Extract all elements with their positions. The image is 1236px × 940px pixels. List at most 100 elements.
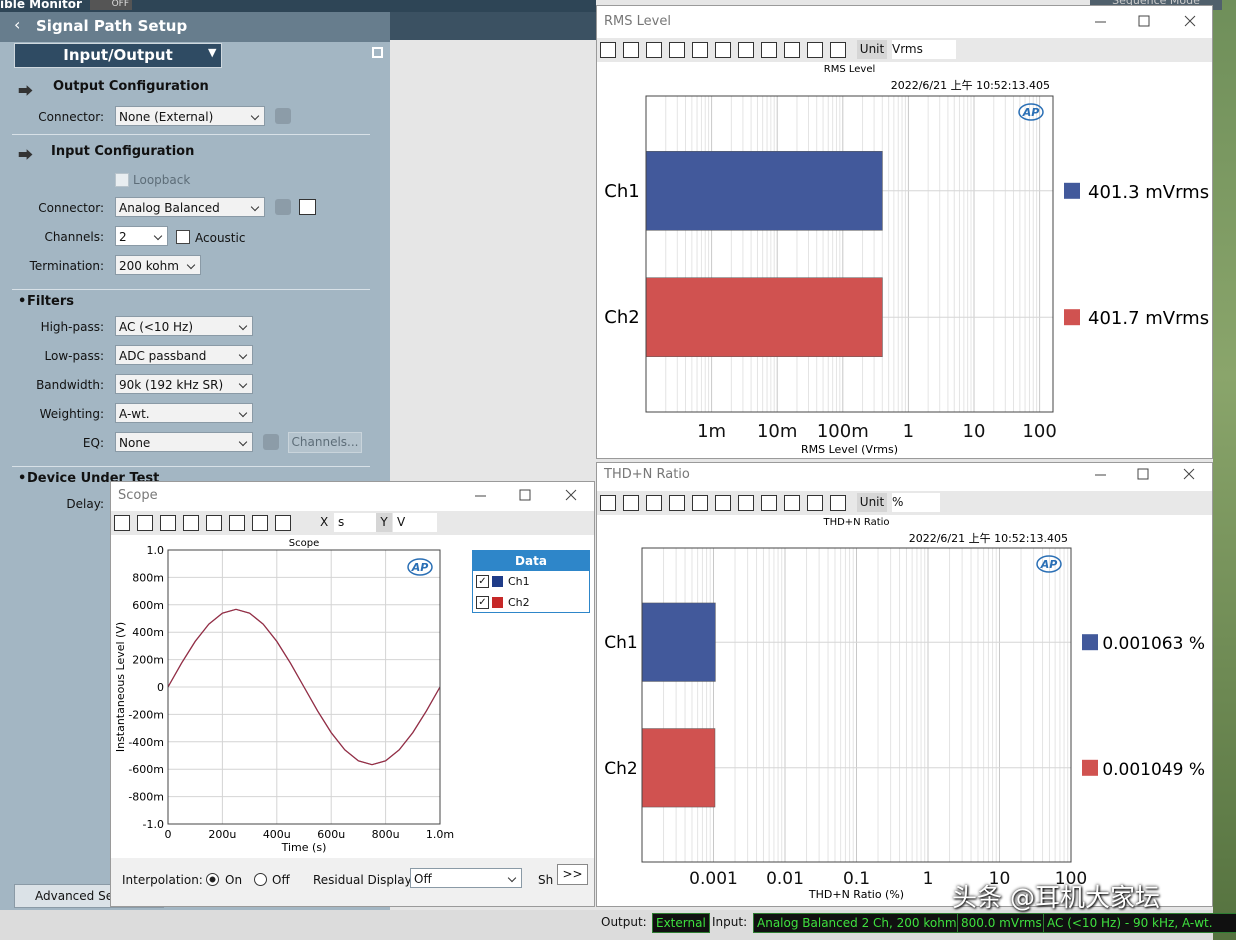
- window-controls[interactable]: [1092, 467, 1202, 483]
- bar: [645, 151, 883, 231]
- button[interactable]: Channels...: [288, 432, 362, 453]
- unit-select[interactable]: s: [334, 513, 378, 532]
- toolbar-icon[interactable]: [830, 495, 846, 511]
- toolbar-icon[interactable]: [784, 495, 800, 511]
- toolbar-icon[interactable]: [646, 495, 662, 511]
- scope-chart: 0 200u 400u 600u 800u 1.0m 1.0 800m 600m 400m 200m…: [114, 538, 454, 854]
- x-tick-label: 0.1: [843, 869, 870, 889]
- toolbar-icon[interactable]: [738, 42, 754, 58]
- chart-subtitle: 2022/6/21 上午 10:52:13.405: [909, 532, 1068, 545]
- toolbar-icon[interactable]: [692, 42, 708, 58]
- unit-select[interactable]: %: [892, 493, 940, 512]
- status-label: Output:: [601, 915, 647, 929]
- y-tick-label: 1.0: [147, 544, 165, 557]
- toolbar-icon[interactable]: [784, 42, 800, 58]
- status-value: Analog Balanced 2 Ch, 200 kohm: [753, 913, 961, 933]
- toolbar-icon[interactable]: [715, 495, 731, 511]
- logo-ring: [407, 558, 433, 576]
- dropdown[interactable]: Off: [410, 868, 522, 888]
- bar: [645, 277, 883, 357]
- toolbar-icon[interactable]: [160, 515, 176, 531]
- toolbar-icon[interactable]: [114, 515, 130, 531]
- x-axis-label: Time (s): [281, 841, 327, 854]
- section-heading: Input Configuration: [51, 144, 195, 159]
- unit-button[interactable]: Unit: [857, 493, 887, 512]
- toolbar-icon[interactable]: [183, 515, 199, 531]
- dropdown[interactable]: 200 kohm: [115, 255, 201, 275]
- toolbar-icon[interactable]: [807, 495, 823, 511]
- legend-label: Ch1: [508, 575, 530, 588]
- settings-button[interactable]: [275, 199, 291, 215]
- toolbar-icon[interactable]: [646, 42, 662, 58]
- thd-chart: 0.001 0.01 0.1 1 10 100 Ch1 0.001063 % Ch2 0.0010…: [604, 517, 1205, 901]
- toolbar-icon[interactable]: [738, 495, 754, 511]
- toolbar-icon[interactable]: [137, 515, 153, 531]
- toolbar-icon[interactable]: [623, 495, 639, 511]
- axis-button[interactable]: Y: [376, 513, 392, 532]
- field-label: Bandwidth:: [36, 378, 104, 392]
- toolbar-icon[interactable]: [761, 495, 777, 511]
- toolbar-icon[interactable]: [669, 42, 685, 58]
- settings-button[interactable]: [275, 108, 291, 124]
- toolbar-icon[interactable]: [600, 42, 616, 58]
- checkbox[interactable]: [176, 230, 190, 244]
- axis-button[interactable]: X: [320, 515, 329, 529]
- selector-arrow: ▼: [208, 46, 217, 59]
- x-tick-label: 800u: [372, 828, 400, 841]
- plot-border: [167, 549, 441, 825]
- list-button[interactable]: [299, 199, 316, 215]
- plot-border: [641, 547, 1072, 863]
- dropdown[interactable]: ADC passband: [115, 345, 253, 365]
- toolbar-icon[interactable]: [623, 42, 639, 58]
- radio[interactable]: [206, 873, 219, 886]
- toolbar-icon[interactable]: [275, 515, 291, 531]
- settings-button[interactable]: [263, 434, 279, 450]
- toolbar-icon[interactable]: [669, 495, 685, 511]
- toolbar-icon[interactable]: [600, 495, 616, 511]
- toolbar-icon[interactable]: [761, 42, 777, 58]
- dropdown[interactable]: 90k (192 kHz SR): [115, 374, 253, 394]
- x-tick-label: 100m: [817, 421, 869, 442]
- output-icon: ⮕: [18, 82, 34, 100]
- pop-out[interactable]: [372, 47, 383, 58]
- dropdown[interactable]: None (External): [115, 106, 265, 126]
- field-label: High-pass:: [40, 320, 104, 334]
- dropdown[interactable]: AC (<10 Hz): [115, 316, 253, 336]
- radio[interactable]: [254, 873, 267, 886]
- y-tick-label: -200m: [128, 708, 164, 721]
- dropdown[interactable]: A-wt.: [115, 403, 253, 423]
- toolbar-icon[interactable]: [692, 495, 708, 511]
- toolbar-icon[interactable]: [715, 42, 731, 58]
- toolbar-icon[interactable]: [807, 42, 823, 58]
- window-controls[interactable]: [1092, 14, 1202, 30]
- back-arrow[interactable]: ‹: [14, 15, 21, 34]
- page-selector[interactable]: Input/Output: [14, 43, 222, 68]
- unit-select[interactable]: V: [393, 513, 437, 532]
- legend-checkbox[interactable]: ✓: [476, 575, 489, 588]
- plot-frame: [646, 96, 1053, 412]
- legend-checkbox[interactable]: ✓: [476, 596, 489, 609]
- window-controls[interactable]: [472, 488, 582, 504]
- toolbar-icon[interactable]: [229, 515, 245, 531]
- unit-select[interactable]: Vrms: [892, 40, 956, 59]
- toolbar-icon[interactable]: [206, 515, 222, 531]
- category-label: Ch2: [604, 759, 637, 779]
- spin-box[interactable]: 2: [115, 226, 168, 246]
- toolbar-icon[interactable]: [830, 42, 846, 58]
- status-value: External: [652, 913, 710, 933]
- dropdown[interactable]: None: [115, 432, 253, 452]
- unit-button[interactable]: Unit: [857, 40, 887, 59]
- toolbar-icon[interactable]: [252, 515, 268, 531]
- field-label: Termination:: [29, 259, 104, 273]
- logo: AP: [1040, 558, 1058, 571]
- button[interactable]: >>: [557, 864, 588, 885]
- field-label: Residual Display:: [313, 873, 415, 887]
- radio-label: On: [225, 873, 243, 887]
- x-tick-label: 1: [903, 421, 914, 442]
- monitor-toggle[interactable]: OFF: [90, 0, 132, 10]
- section-heading: Filters: [27, 294, 74, 309]
- checkbox[interactable]: [115, 173, 129, 187]
- x-tick-label: 1m: [697, 421, 726, 442]
- dropdown[interactable]: Analog Balanced: [115, 197, 265, 217]
